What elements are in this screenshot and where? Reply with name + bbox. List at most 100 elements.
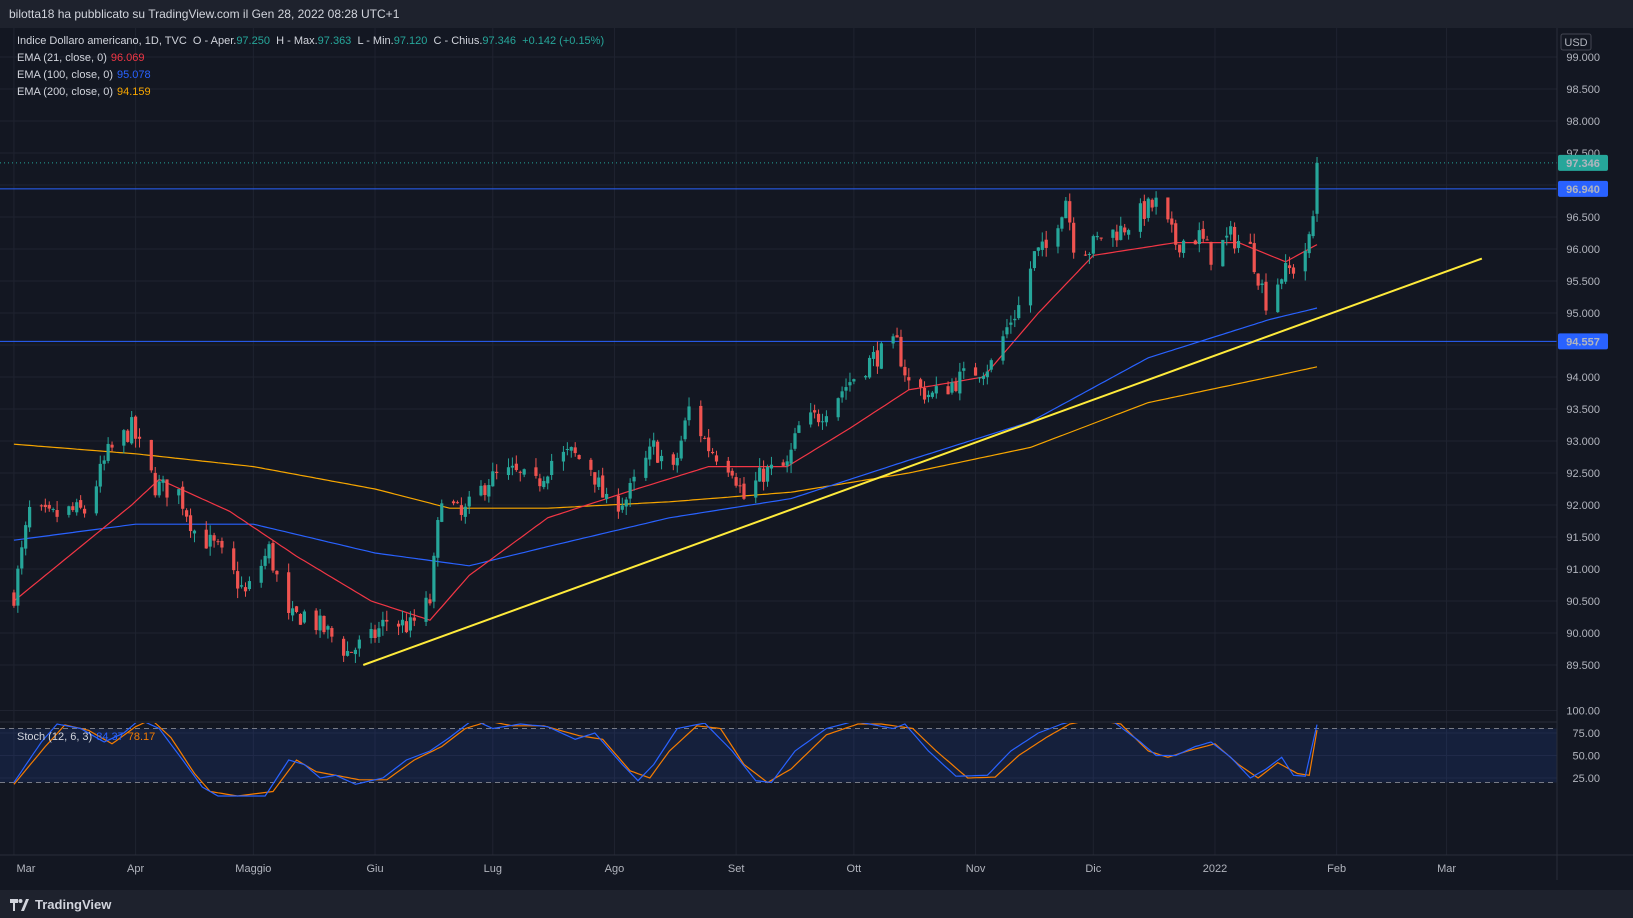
candle-body bbox=[463, 506, 467, 517]
last-price-label-box bbox=[1558, 154, 1608, 171]
candle-body bbox=[314, 610, 318, 631]
last-price-label: 97.346 bbox=[1566, 158, 1600, 170]
candle-body bbox=[765, 466, 770, 482]
price-tick: 95.500 bbox=[1566, 276, 1600, 288]
candle-body bbox=[294, 606, 299, 612]
price-labels: 97.346 96.940 94.557 bbox=[1558, 154, 1608, 350]
stoch-d-value: 78.17 bbox=[127, 731, 156, 743]
candle-body bbox=[267, 544, 271, 559]
time-tick: Dic bbox=[1085, 863, 1101, 875]
candle-body bbox=[353, 649, 357, 655]
chart-area[interactable]: 99.00098.50098.00097.50097.00096.50096.0… bbox=[0, 28, 1633, 890]
stoch-legend[interactable]: Stoch (12, 6, 3) 84.37 78.17 bbox=[17, 731, 155, 743]
candle-body bbox=[396, 623, 401, 627]
candle-body bbox=[247, 581, 252, 590]
stoch-axis[interactable]: 100.00 75.00 50.00 25.00 bbox=[1566, 706, 1600, 786]
candle-body bbox=[816, 413, 821, 423]
candle-body bbox=[683, 420, 687, 440]
candle-body bbox=[1256, 273, 1260, 286]
candle-body bbox=[977, 377, 982, 379]
candle-body bbox=[820, 421, 825, 423]
trendline[interactable] bbox=[362, 257, 1483, 666]
candle-body bbox=[573, 447, 577, 454]
candle-body bbox=[483, 485, 487, 496]
candle-body bbox=[1072, 222, 1076, 253]
publish-info: bilotta18 ha pubblicato su TradingView.c… bbox=[9, 7, 400, 21]
ema200-line bbox=[13, 366, 1318, 509]
candle-body bbox=[577, 455, 581, 460]
time-tick: Ott bbox=[847, 863, 862, 875]
candle-body bbox=[67, 506, 71, 515]
candle-body bbox=[47, 504, 51, 509]
ema21-label: EMA (21, close, 0) bbox=[17, 52, 107, 64]
candle-body bbox=[506, 467, 511, 476]
stoch-tick: 50.00 bbox=[1572, 751, 1600, 763]
ema200-label: EMA (200, close, 0) bbox=[17, 86, 113, 98]
candle-body bbox=[734, 477, 738, 486]
candle-body bbox=[538, 478, 542, 487]
candle-body bbox=[122, 430, 126, 446]
candle-body bbox=[632, 476, 636, 482]
candle-body bbox=[349, 651, 354, 653]
time-tick: Nov bbox=[966, 863, 986, 875]
candle-body bbox=[102, 460, 106, 464]
candle-body bbox=[813, 410, 817, 413]
candle-body bbox=[467, 496, 471, 507]
candle-body bbox=[597, 477, 601, 487]
candle-body bbox=[1017, 305, 1021, 319]
candle-body bbox=[542, 481, 546, 488]
candle-body bbox=[1303, 250, 1307, 272]
price-tick: 92.500 bbox=[1566, 468, 1600, 480]
candle-body bbox=[867, 357, 872, 378]
ema100-value: 95.078 bbox=[117, 69, 151, 81]
candle-body bbox=[28, 506, 32, 528]
ema200-legend[interactable]: EMA (200, close, 0) 94.159 bbox=[17, 86, 151, 98]
candle-body bbox=[75, 502, 79, 513]
candle-body bbox=[679, 440, 683, 459]
candle-body bbox=[1032, 251, 1037, 269]
candle-body bbox=[404, 621, 409, 633]
candle-body bbox=[51, 508, 55, 510]
candle-body bbox=[1307, 234, 1311, 254]
price-tick: 89.500 bbox=[1566, 660, 1600, 672]
candle-body bbox=[875, 350, 880, 367]
candle-body bbox=[232, 548, 236, 571]
resistance-label: 96.940 bbox=[1566, 184, 1600, 196]
ema100-legend[interactable]: EMA (100, close, 0) 95.078 bbox=[17, 69, 151, 81]
candle-body bbox=[954, 381, 958, 391]
candle-body bbox=[714, 455, 719, 462]
stoch-k-value: 84.37 bbox=[96, 731, 124, 743]
candle-body bbox=[451, 501, 456, 504]
candle-body bbox=[71, 506, 75, 511]
candle-body bbox=[342, 638, 346, 656]
ema21-legend[interactable]: EMA (21, close, 0) 96.069 bbox=[17, 52, 145, 64]
main-legend[interactable]: Indice Dollaro americano, 1D, TVC O - Ap… bbox=[17, 35, 604, 47]
candle-body bbox=[534, 467, 538, 476]
support-label-box bbox=[1558, 333, 1608, 350]
tradingview-logo[interactable]: TradingView bbox=[10, 897, 111, 912]
candle-body bbox=[1068, 201, 1072, 223]
footer: TradingView bbox=[0, 890, 1633, 918]
stoch-label: Stoch (12, 6, 3) bbox=[17, 731, 93, 743]
candle-body bbox=[1193, 240, 1197, 245]
candle-body bbox=[165, 479, 169, 498]
candle-body bbox=[1056, 228, 1060, 247]
candle-body bbox=[565, 449, 569, 451]
candle-body bbox=[1225, 235, 1229, 238]
support-label: 94.557 bbox=[1566, 336, 1600, 348]
low-value: 97.120 bbox=[393, 35, 428, 47]
currency-box[interactable] bbox=[1560, 33, 1592, 51]
change-value: +0.142 (+0.15%) bbox=[522, 35, 605, 47]
time-tick: Apr bbox=[127, 863, 144, 875]
time-tick: Mar bbox=[16, 863, 35, 875]
candle-body bbox=[243, 587, 248, 592]
time-axis[interactable]: Mar Apr Maggio Giu Lug Ago Set Ott Nov Dic 2022 Feb… bbox=[16, 863, 1456, 875]
close-value: 97.346 bbox=[482, 35, 517, 47]
candle-body bbox=[208, 534, 212, 547]
candle-body bbox=[864, 376, 868, 378]
candle-body bbox=[1252, 243, 1256, 273]
candle-body bbox=[871, 351, 876, 359]
candle-body bbox=[491, 471, 495, 487]
candle-body bbox=[628, 482, 632, 499]
price-tick: 99.000 bbox=[1566, 52, 1600, 64]
